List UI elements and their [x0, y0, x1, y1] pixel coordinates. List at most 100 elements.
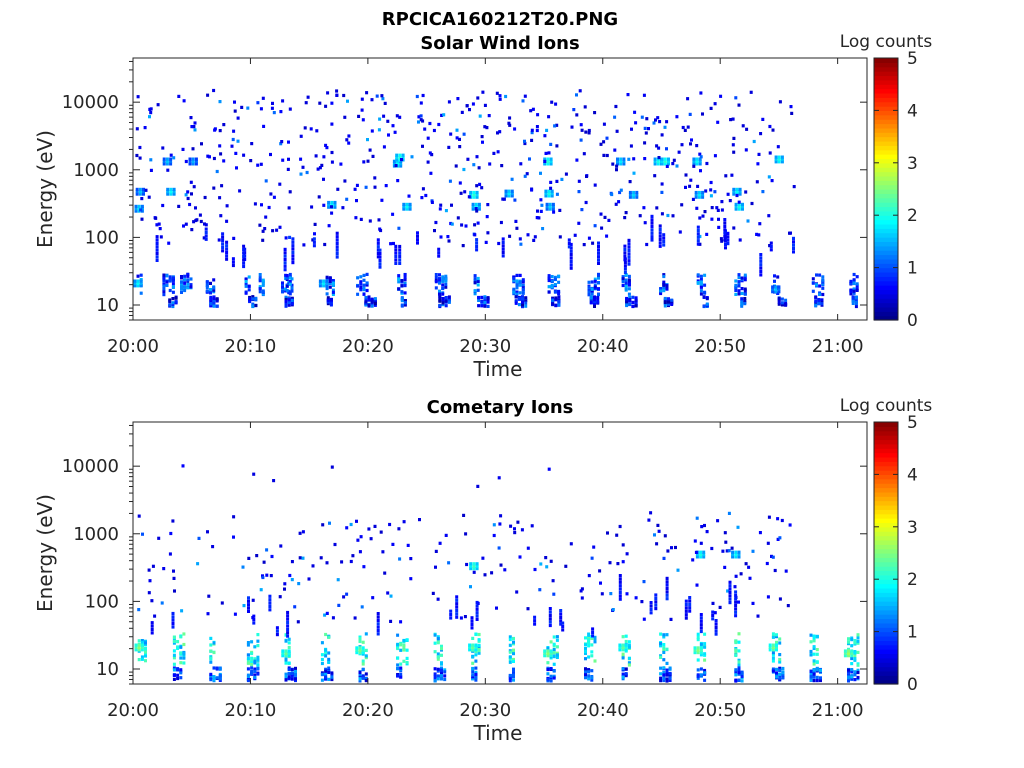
- scatter-cell: [660, 190, 664, 194]
- band-cell: [356, 284, 360, 288]
- scatter-cell: [222, 159, 226, 163]
- scatter-cell: [351, 554, 355, 558]
- scatter-cell: [207, 594, 211, 598]
- band-cell: [854, 304, 858, 309]
- band-cell: [597, 276, 600, 280]
- colorbar-segment: [874, 75, 898, 81]
- scatter-cell: [598, 569, 602, 573]
- band-cell: [434, 286, 438, 290]
- scatter-cell: [688, 184, 692, 188]
- band-cell: [549, 679, 553, 683]
- scatter-cell: [474, 207, 478, 211]
- band-cell: [250, 671, 254, 676]
- scatter-cell: [327, 224, 331, 228]
- band-cell: [624, 273, 628, 277]
- band-cell: [521, 303, 524, 307]
- band-cell: [597, 272, 600, 276]
- scatter-cell: [318, 166, 322, 170]
- scatter-cell: [770, 179, 774, 183]
- streak-cell: [627, 242, 631, 246]
- streak-cell: [597, 251, 600, 255]
- scatter-cell: [161, 203, 165, 208]
- band-cell: [512, 640, 515, 644]
- peak-cell: [544, 191, 548, 196]
- band-cell: [743, 299, 747, 303]
- band-cell: [777, 300, 781, 304]
- scatter-cell: [761, 190, 765, 194]
- colorbar-segment: [874, 583, 898, 589]
- band-cell: [471, 655, 475, 659]
- streak-cell: [728, 584, 732, 588]
- scatter-cell: [642, 93, 646, 97]
- band-cell: [554, 296, 558, 300]
- streak-cell: [627, 249, 631, 253]
- band-cell: [659, 676, 663, 680]
- peak-cell: [137, 204, 141, 208]
- band-cell: [486, 300, 490, 304]
- band-cell: [780, 303, 784, 307]
- band-cell: [258, 279, 262, 283]
- streak-cell: [591, 634, 595, 638]
- scatter-cell: [147, 568, 151, 572]
- scatter-cell: [378, 117, 382, 121]
- scatter-cell: [299, 157, 303, 161]
- band-cell: [659, 291, 663, 296]
- band-cell: [144, 647, 147, 651]
- scatter-cell: [776, 537, 780, 541]
- scatter-cell: [492, 533, 496, 538]
- scatter-cell: [617, 200, 621, 204]
- scatter-cell: [288, 107, 292, 111]
- peak-cell: [327, 200, 331, 205]
- peak-cell: [474, 643, 478, 647]
- scatter-cell: [335, 89, 339, 93]
- band-cell: [737, 281, 741, 285]
- scatter-cell: [384, 184, 388, 188]
- scatter-cell: [549, 180, 553, 184]
- peak-cell: [550, 194, 554, 198]
- scatter-cell: [159, 235, 163, 239]
- peak-cell: [618, 643, 622, 647]
- peak-cell: [693, 648, 697, 652]
- band-cell: [474, 670, 478, 674]
- band-cell: [662, 650, 666, 654]
- band-cell: [508, 676, 512, 680]
- streak-cell: [597, 258, 600, 262]
- band-cell: [189, 277, 193, 281]
- scatter-cell: [739, 572, 743, 576]
- colorbar-segment: [874, 422, 898, 427]
- streak-cell: [150, 624, 154, 628]
- scatter-cell: [190, 228, 194, 232]
- scatter-cell: [460, 223, 464, 227]
- band-cell: [405, 648, 409, 652]
- streak-cell: [561, 628, 565, 632]
- scatter-cell: [172, 576, 176, 580]
- peak-cell: [696, 646, 700, 650]
- band-cell: [474, 632, 478, 636]
- band-cell: [438, 292, 441, 296]
- scatter-cell: [498, 522, 502, 526]
- scatter-cell: [251, 598, 255, 602]
- peak-cell: [392, 159, 396, 163]
- streak-cell: [155, 238, 159, 242]
- band-cell: [284, 304, 288, 308]
- scatter-cell: [725, 549, 729, 553]
- streak-cell: [455, 608, 459, 613]
- streak-cell: [378, 262, 382, 266]
- scatter-cell: [720, 200, 724, 204]
- scatter-cell: [532, 238, 536, 242]
- scatter-cell: [723, 531, 727, 535]
- band-cell: [549, 674, 553, 678]
- band-cell: [521, 291, 525, 295]
- scatter-cell: [656, 116, 660, 120]
- colorbar-segment: [874, 561, 898, 567]
- scatter-cell: [727, 549, 731, 553]
- peak-cell: [188, 157, 192, 161]
- band-cell: [209, 676, 213, 680]
- scatter-cell: [456, 97, 460, 101]
- colorbar-label: Log counts: [840, 396, 933, 416]
- peak-cell: [624, 643, 628, 647]
- scatter-cell: [771, 128, 775, 132]
- band-cell: [850, 662, 854, 666]
- band-cell: [330, 677, 334, 682]
- band-cell: [508, 660, 512, 664]
